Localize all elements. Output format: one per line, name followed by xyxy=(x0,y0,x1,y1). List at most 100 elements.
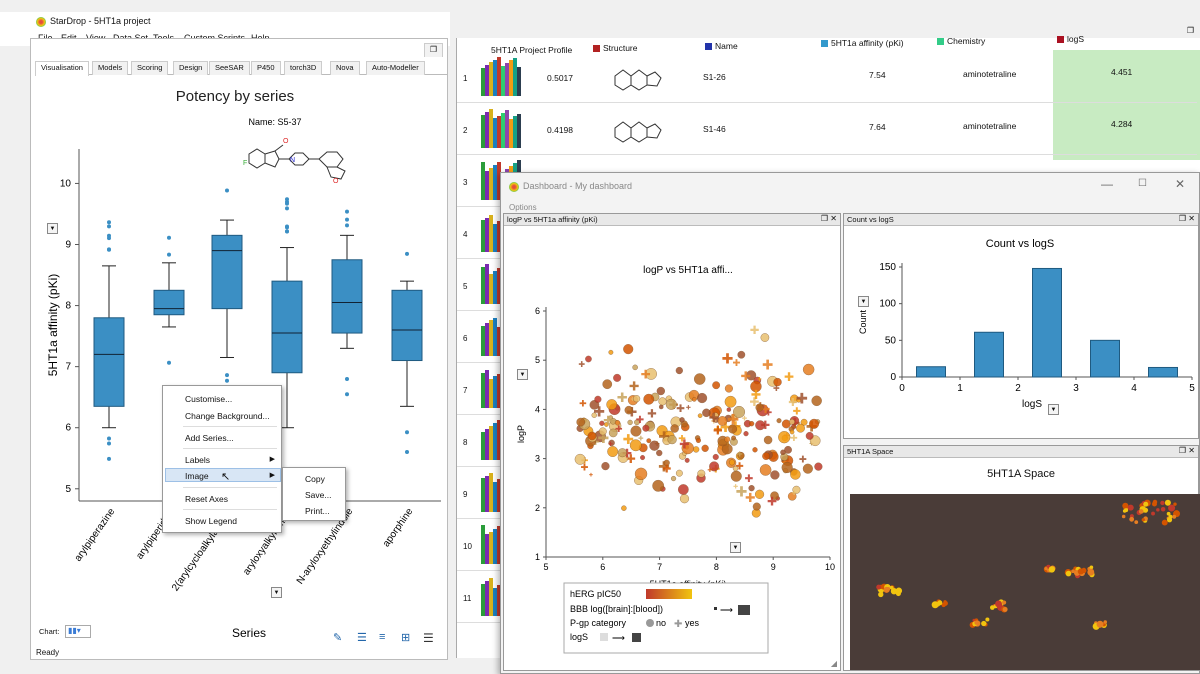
tab-scoring[interactable]: Scoring xyxy=(131,61,169,75)
chemistry-swatch xyxy=(937,38,944,46)
space-map[interactable] xyxy=(850,494,1200,670)
row-number[interactable]: 4 xyxy=(463,230,468,239)
tab-nova[interactable]: Nova xyxy=(330,61,360,75)
space-point xyxy=(895,591,901,597)
list-check-icon[interactable]: ☰ xyxy=(357,632,367,644)
y-axis-dropdown[interactable]: ▼ xyxy=(517,369,528,380)
tab-auto-modeller[interactable]: Auto-Modeller xyxy=(366,61,425,75)
tab-models[interactable]: Models xyxy=(92,61,129,75)
scatter-plot[interactable]: logP vs 5HT1a affi...56789101234565HT1a … xyxy=(504,227,840,671)
menu-item-add-series[interactable]: Add Series... xyxy=(185,433,234,443)
maximize-icon[interactable]: ☐ xyxy=(1138,178,1147,189)
resize-grip-icon[interactable]: ◢ xyxy=(830,659,837,668)
outlier-point xyxy=(107,436,111,441)
minichart-bar xyxy=(481,478,485,512)
menu-icon[interactable]: ☰ xyxy=(423,631,434,645)
scatter-point xyxy=(748,421,755,427)
scatter-point xyxy=(675,366,683,375)
tab-p450[interactable]: P450 xyxy=(251,61,281,75)
scatter-point xyxy=(601,462,610,471)
ring xyxy=(646,71,662,87)
options-menu[interactable]: Options xyxy=(509,203,537,212)
row-number[interactable]: 7 xyxy=(463,386,468,395)
row-number[interactable]: 1 xyxy=(463,74,468,83)
menu-item-save[interactable]: Save... xyxy=(305,490,332,500)
scatter-point xyxy=(614,420,621,426)
chemistry-value[interactable]: aminotetraline xyxy=(963,120,1017,131)
row-number[interactable]: 11 xyxy=(463,594,472,603)
minichart-bar xyxy=(485,217,489,252)
scatter-point-plus: ✚ xyxy=(757,377,762,383)
row-number[interactable]: 9 xyxy=(463,490,468,499)
compound-name[interactable]: S1-46 xyxy=(703,123,726,134)
row-number[interactable]: 10 xyxy=(463,542,472,551)
box-plot[interactable]: Potency by series Name: S5-37 O F N O 5 6… xyxy=(31,79,449,669)
menu-item-image[interactable]: Image xyxy=(185,471,209,481)
profile-score[interactable]: 0.4198 xyxy=(547,125,573,136)
list-icon[interactable]: ≡ xyxy=(379,631,386,643)
structure-image[interactable] xyxy=(609,106,669,150)
menu-item-reset-axes[interactable]: Reset Axes xyxy=(185,494,228,504)
header-profile[interactable]: 5HT1A Project Profile xyxy=(491,45,572,75)
x-axis-dropdown[interactable]: ▼ xyxy=(730,542,741,553)
row-number[interactable]: 6 xyxy=(463,334,468,343)
pane-controls-icon[interactable]: ❐ ✕ xyxy=(820,214,837,223)
row-number[interactable]: 5 xyxy=(463,282,468,291)
menu-item-print[interactable]: Print... xyxy=(305,506,330,516)
outlier-point xyxy=(107,456,111,461)
y-axis-dropdown[interactable]: ▼ xyxy=(858,296,869,307)
pki-value[interactable]: 7.64 xyxy=(869,121,886,132)
scatter-point xyxy=(728,424,738,434)
row-number[interactable]: 2 xyxy=(463,126,468,135)
chart-type-selector[interactable]: ▮▮▾ xyxy=(65,625,91,638)
menu-item-customise[interactable]: Customise... xyxy=(185,394,233,404)
x-tick-label: 4 xyxy=(1131,383,1137,394)
scatter-point xyxy=(796,423,805,433)
edit-chart-icon[interactable]: ✎ xyxy=(333,632,343,644)
menu-item-change-background[interactable]: Change Background... xyxy=(185,411,270,421)
x-tick-label: 9 xyxy=(771,562,776,572)
close-icon[interactable]: ✕ xyxy=(1175,177,1186,191)
menu-item-show-legend[interactable]: Show Legend xyxy=(185,516,237,526)
pki-value[interactable]: 7.54 xyxy=(869,69,886,80)
minichart-bar xyxy=(493,270,497,304)
float-icon[interactable]: ❐ xyxy=(423,43,443,57)
header-name[interactable]: Name xyxy=(705,41,738,71)
menu-item-copy[interactable]: Copy xyxy=(305,474,325,484)
logs-value[interactable]: 4.451 xyxy=(1111,67,1133,78)
tab-seesar[interactable]: SeeSAR xyxy=(209,61,250,75)
header-logs[interactable]: logS xyxy=(1057,34,1084,64)
header-chemistry[interactable]: Chemistry xyxy=(937,36,985,66)
x-tick-label: 3 xyxy=(1073,383,1079,394)
scatter-point-plus: ✚ xyxy=(578,360,585,369)
tab-torch3d[interactable]: torch3D xyxy=(284,61,323,75)
header-structure[interactable]: Structure xyxy=(593,43,638,73)
x-axis-dropdown[interactable]: ▼ xyxy=(1048,404,1059,415)
minimize-icon[interactable]: — xyxy=(1101,177,1113,191)
pane-controls-icon[interactable]: ❐ ✕ xyxy=(1178,446,1195,455)
scatter-point-plus: ✚ xyxy=(581,462,589,472)
menu-item-labels[interactable]: Labels xyxy=(185,455,211,465)
x-axis-dropdown[interactable]: ▼ xyxy=(271,587,282,598)
scatter-point-plus: ✚ xyxy=(773,384,780,393)
grid-float-icon[interactable]: ❐ xyxy=(1186,26,1194,35)
logs-value[interactable]: 4.284 xyxy=(1111,119,1133,130)
structure-image[interactable] xyxy=(609,54,669,98)
tab-design[interactable]: Design xyxy=(173,61,209,75)
row-number[interactable]: 3 xyxy=(463,178,468,187)
scatter-point-plus: ✚ xyxy=(737,451,743,459)
chemistry-value[interactable]: aminotetraline xyxy=(963,68,1017,79)
scatter-point xyxy=(792,485,801,494)
add-chart-icon[interactable]: ⊞ xyxy=(401,632,411,644)
row-divider xyxy=(457,154,1197,155)
profile-score[interactable]: 0.5017 xyxy=(547,73,573,84)
compound-name[interactable]: S1-26 xyxy=(703,71,726,82)
space-point xyxy=(1081,568,1087,574)
y-axis-dropdown[interactable]: ▼ xyxy=(47,223,58,234)
scatter-point xyxy=(656,386,665,396)
row-number[interactable]: 8 xyxy=(463,438,468,447)
pane-controls-icon[interactable]: ❐ ✕ xyxy=(1178,214,1195,223)
header-pki[interactable]: 5HT1a affinity (pKi) xyxy=(821,38,904,68)
tab-visualisation[interactable]: Visualisation xyxy=(35,61,89,76)
